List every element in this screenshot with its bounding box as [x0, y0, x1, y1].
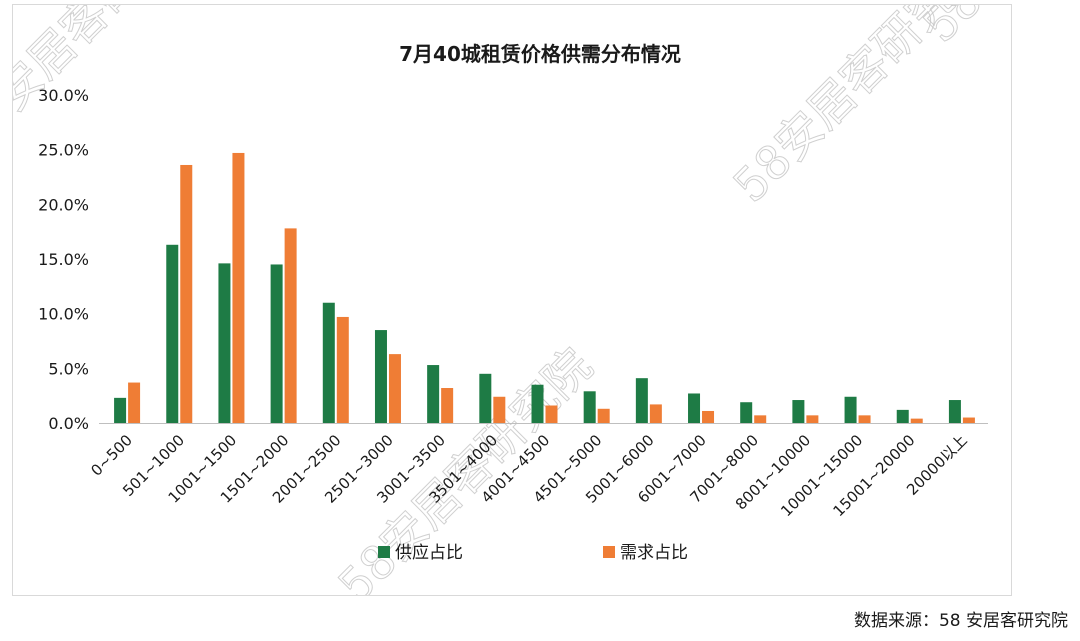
bar-supply — [218, 263, 231, 423]
bar-demand — [284, 228, 297, 423]
bar-supply — [896, 409, 909, 423]
bar-supply — [688, 393, 701, 423]
bar-supply — [270, 264, 283, 423]
y-tick-label: 5.0% — [48, 359, 89, 378]
bar-demand — [702, 410, 715, 423]
legend-label: 需求占比 — [620, 543, 688, 563]
bar-demand — [336, 316, 349, 423]
y-tick-label: 25.0% — [38, 141, 89, 160]
bar-demand — [649, 404, 662, 423]
source-note: 数据来源：58 安居客研究院 — [853, 611, 1068, 631]
legend-swatch-supply — [378, 546, 390, 558]
x-axis: 0~500501~10001001~15001501~20002001~2500… — [87, 431, 970, 520]
y-tick-label: 20.0% — [38, 195, 89, 214]
legend-label: 供应占比 — [395, 543, 463, 563]
bar-supply — [322, 302, 335, 423]
bar-supply — [374, 330, 387, 423]
legend: 供应占比 需求占比 — [378, 543, 688, 563]
bar-supply — [114, 397, 127, 423]
bar-supply — [427, 365, 440, 423]
bar-supply — [479, 373, 492, 423]
legend-swatch-demand — [603, 546, 615, 558]
y-tick-label: 0.0% — [48, 414, 89, 433]
bar-demand — [180, 164, 193, 423]
bars-group — [114, 152, 975, 424]
bar-demand — [910, 418, 923, 423]
bar-supply — [740, 402, 753, 423]
bar-demand — [962, 417, 975, 423]
bar-supply — [844, 396, 857, 423]
y-axis: 0.0% 5.0% 10.0% 15.0% 20.0% 25.0% 30.0% — [38, 86, 89, 433]
x-tick-label: 0~500 — [87, 431, 136, 480]
y-tick-label: 30.0% — [38, 86, 89, 105]
bar-demand — [754, 415, 767, 423]
bar-demand — [232, 152, 245, 424]
y-tick-label: 10.0% — [38, 305, 89, 324]
bar-demand — [858, 415, 871, 423]
chart-canvas: 58安居客研究院58安居客研究院58安居客研究院58安居客研究院 7月40城租赁… — [13, 5, 1011, 595]
bar-supply — [792, 400, 805, 423]
bar-supply — [531, 384, 544, 423]
bar-supply — [166, 244, 179, 423]
watermark-layer: 58安居客研究院58安居客研究院58安居客研究院58安居客研究院 — [13, 5, 1011, 595]
bar-demand — [441, 388, 454, 423]
y-tick-label: 15.0% — [38, 250, 89, 269]
bar-demand — [806, 415, 819, 423]
bar-demand — [597, 408, 610, 423]
bar-demand — [545, 405, 558, 423]
bar-demand — [388, 354, 401, 423]
chart-frame: 58安居客研究院58安居客研究院58安居客研究院58安居客研究院 7月40城租赁… — [12, 4, 1012, 596]
bar-demand — [493, 396, 506, 423]
chart-title: 7月40城租赁价格供需分布情况 — [399, 42, 681, 66]
bar-supply — [583, 391, 596, 423]
bar-supply — [948, 400, 961, 423]
bar-demand — [128, 382, 141, 423]
bar-supply — [635, 378, 648, 423]
watermark-text: 58安居客研究院 — [13, 5, 217, 163]
